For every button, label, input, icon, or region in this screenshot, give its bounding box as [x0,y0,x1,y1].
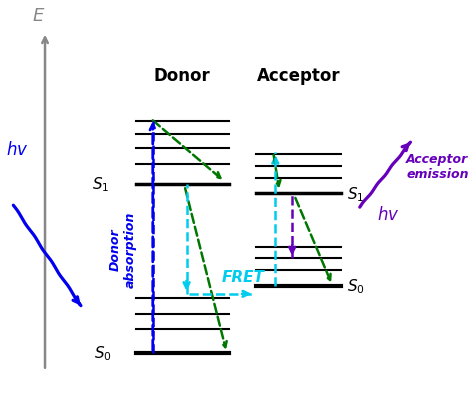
Text: $S_0$: $S_0$ [347,277,365,296]
Text: FRET: FRET [222,269,265,284]
Text: $S_0$: $S_0$ [94,344,112,363]
Text: $E$: $E$ [32,7,46,25]
Text: $hv$: $hv$ [377,205,399,223]
Text: Acceptor: Acceptor [257,67,340,85]
Text: $hv$: $hv$ [6,141,29,158]
Text: $S_1$: $S_1$ [92,175,109,193]
Text: Donor: Donor [154,67,211,85]
Text: Donor
absorption: Donor absorption [109,211,137,287]
Text: $S_1$: $S_1$ [347,184,365,203]
Text: Acceptor
emission: Acceptor emission [406,152,469,180]
